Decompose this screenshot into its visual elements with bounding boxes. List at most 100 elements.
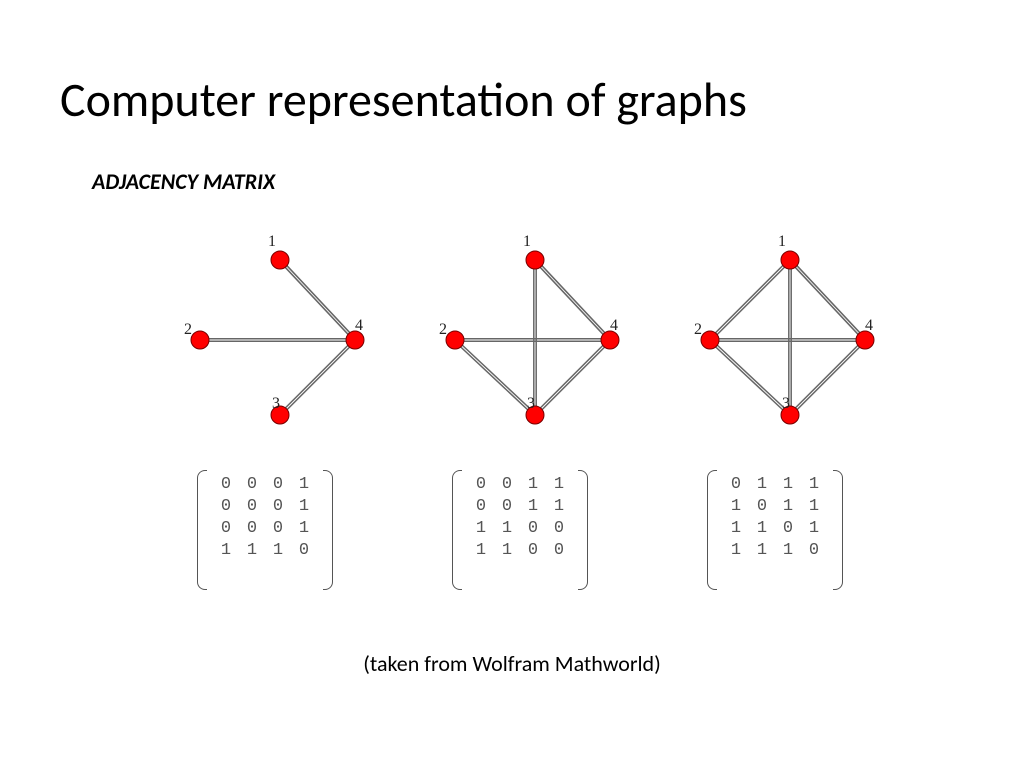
matrix-row: 0111 xyxy=(723,474,827,496)
matrix-cell: 0 xyxy=(213,518,239,540)
graph-node-label: 3 xyxy=(272,395,280,412)
matrix-cell: 0 xyxy=(775,518,801,540)
matrix-wrap: 0001000100011110 xyxy=(150,470,380,590)
graph-edge xyxy=(454,341,534,416)
matrix-cell: 0 xyxy=(239,518,265,540)
graph-edge xyxy=(456,339,536,414)
matrix-cell: 1 xyxy=(291,518,317,540)
matrix-cell: 0 xyxy=(801,540,827,562)
graph-node-label: 3 xyxy=(527,395,535,412)
adjacency-matrix: 0001000100011110 xyxy=(197,470,333,590)
graph-diagram: 1234 xyxy=(405,220,635,430)
matrix-body: 0111101111011110 xyxy=(717,470,833,590)
matrix-cell: 0 xyxy=(546,540,572,562)
matrix-cell: 1 xyxy=(801,518,827,540)
matrix-row: 1110 xyxy=(213,540,317,562)
graph-edge xyxy=(279,261,354,341)
matrix-cell: 0 xyxy=(494,496,520,518)
matrix-row: 0011 xyxy=(468,474,572,496)
graph-edge xyxy=(536,259,611,339)
matrix-body: 0001000100011110 xyxy=(207,470,323,590)
graph-edge xyxy=(709,259,789,339)
matrix-cell: 1 xyxy=(520,496,546,518)
graph-edge xyxy=(279,339,354,414)
matrix-cell: 1 xyxy=(775,540,801,562)
matrix-cell: 1 xyxy=(723,518,749,540)
matrix-cell: 1 xyxy=(546,496,572,518)
matrix-cell: 1 xyxy=(291,496,317,518)
adjacency-matrix: 0111101111011110 xyxy=(707,470,843,590)
matrix-cell: 1 xyxy=(468,518,494,540)
graph-node-label: 1 xyxy=(778,233,786,250)
matrix-cell: 1 xyxy=(265,540,291,562)
graph-edge xyxy=(791,341,866,416)
matrix-cell: 0 xyxy=(291,540,317,562)
graph-node xyxy=(191,331,209,349)
graph-node xyxy=(781,251,799,269)
section-subtitle: ADJACENCY MATRIX xyxy=(92,168,275,195)
matrix-cell: 0 xyxy=(468,496,494,518)
graph-node-label: 4 xyxy=(865,317,873,334)
graph-edge xyxy=(281,341,356,416)
graph-edge xyxy=(709,341,789,416)
matrix-cell: 0 xyxy=(468,474,494,496)
matrices-row: 0001000100011110001100111100110001111011… xyxy=(150,470,890,590)
graph-node-label: 3 xyxy=(782,395,790,412)
matrix-cell: 0 xyxy=(265,496,291,518)
matrix-row: 1101 xyxy=(723,518,827,540)
matrix-cell: 0 xyxy=(265,474,291,496)
paren-right xyxy=(833,470,843,590)
graphs-row: 123412341234 xyxy=(150,220,890,430)
graph-edge xyxy=(711,339,791,414)
page-title: Computer representation of graphs xyxy=(60,70,964,129)
graph-edge xyxy=(789,339,864,414)
matrix-body: 0011001111001100 xyxy=(462,470,578,590)
matrix-cell: 0 xyxy=(265,518,291,540)
matrix-cell: 1 xyxy=(291,474,317,496)
graph-node xyxy=(526,251,544,269)
matrix-cell: 1 xyxy=(213,540,239,562)
matrix-cell: 1 xyxy=(801,474,827,496)
matrix-cell: 0 xyxy=(520,518,546,540)
matrix-wrap: 0111101111011110 xyxy=(660,470,890,590)
graph-edge xyxy=(534,339,609,414)
matrix-cell: 1 xyxy=(723,496,749,518)
paren-right xyxy=(323,470,333,590)
graph-diagram: 1234 xyxy=(150,220,380,430)
matrix-row: 0001 xyxy=(213,474,317,496)
paren-right xyxy=(578,470,588,590)
graph-node xyxy=(446,331,464,349)
matrix-cell: 0 xyxy=(520,540,546,562)
paren-left xyxy=(707,470,717,590)
matrix-cell: 1 xyxy=(239,540,265,562)
paren-left xyxy=(452,470,462,590)
matrix-cell: 1 xyxy=(520,474,546,496)
matrix-cell: 0 xyxy=(749,496,775,518)
matrix-cell: 0 xyxy=(546,518,572,540)
graph-node-label: 4 xyxy=(610,317,618,334)
graph-node-label: 2 xyxy=(439,321,447,338)
matrix-cell: 0 xyxy=(239,496,265,518)
matrix-cell: 1 xyxy=(749,518,775,540)
matrix-cell: 1 xyxy=(723,540,749,562)
matrix-row: 1100 xyxy=(468,540,572,562)
graph-edge xyxy=(791,259,866,339)
matrix-cell: 1 xyxy=(494,518,520,540)
matrix-cell: 1 xyxy=(801,496,827,518)
graph-edge xyxy=(789,261,864,341)
graph-node xyxy=(701,331,719,349)
matrix-cell: 1 xyxy=(468,540,494,562)
matrix-cell: 0 xyxy=(213,496,239,518)
matrix-cell: 1 xyxy=(494,540,520,562)
matrix-cell: 1 xyxy=(749,540,775,562)
matrix-cell: 0 xyxy=(239,474,265,496)
matrix-cell: 1 xyxy=(775,496,801,518)
matrix-row: 1011 xyxy=(723,496,827,518)
matrix-cell: 1 xyxy=(749,474,775,496)
graph-node-label: 2 xyxy=(694,321,702,338)
graph-edge xyxy=(534,261,609,341)
matrix-row: 1110 xyxy=(723,540,827,562)
graph-diagram: 1 2 3 4 xyxy=(660,220,890,430)
graph-node-label: 2 xyxy=(184,321,192,338)
caption: (taken from Wolfram Mathworld) xyxy=(0,650,1024,677)
